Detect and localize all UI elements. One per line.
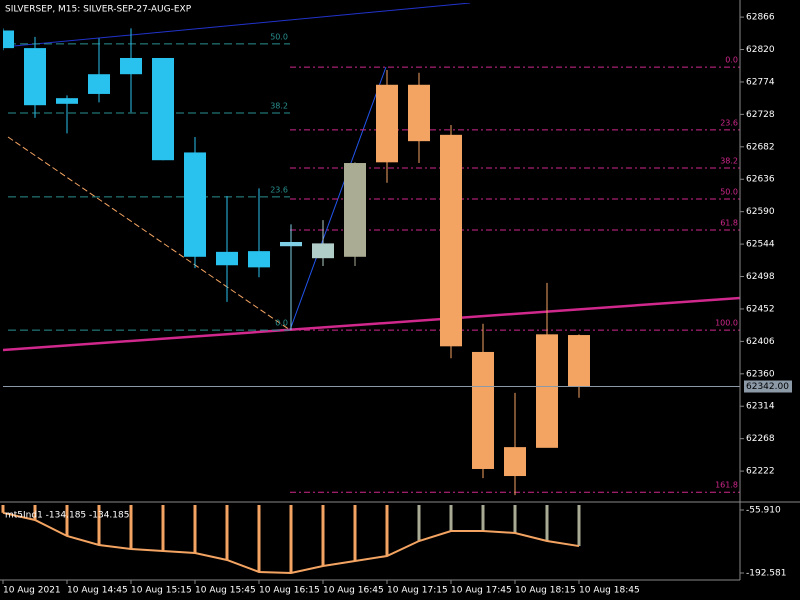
- y-tick-label: -55.910: [746, 505, 781, 515]
- fib-label: 50.0: [720, 187, 738, 196]
- y-tick-label: 62498: [746, 272, 775, 282]
- fib-label: 23.6: [720, 118, 738, 127]
- histogram-bar: [577, 505, 581, 547]
- histogram-bar: [353, 505, 357, 562]
- trend-line: [7, 136, 291, 331]
- fib-label: 161.8: [715, 481, 738, 490]
- y-tick-label: 62222: [746, 467, 775, 477]
- y-tick-label: 62866: [746, 13, 775, 23]
- histogram-bar: [257, 505, 261, 572]
- fib-label: 0.0: [275, 319, 288, 328]
- x-tick-label: 10 Aug 18:15: [515, 586, 576, 596]
- y-tick-label: 62636: [746, 175, 775, 185]
- fib-label: 38.2: [720, 156, 738, 165]
- fib-label: 23.6: [270, 185, 288, 194]
- histogram-bar: [481, 505, 485, 531]
- x-tick-label: 10 Aug 17:15: [387, 586, 448, 596]
- y-tick-label: 62682: [746, 142, 775, 152]
- chart-title: SILVERSEP, M15: SILVER-SEP-27-AUG-EXP: [5, 5, 192, 15]
- histogram-bar: [33, 505, 37, 520]
- x-tick-label: 10 Aug 15:45: [195, 586, 256, 596]
- fib-label: 0.0: [725, 56, 738, 65]
- histogram-bar: [129, 505, 133, 549]
- x-tick-label: 10 Aug 17:45: [451, 586, 512, 596]
- drawings: [3, 3, 740, 352]
- candle-body: [120, 57, 142, 75]
- x-tick-label: 10 Aug 16:45: [323, 586, 384, 596]
- candle-body: [184, 152, 206, 257]
- histogram-bar: [545, 505, 549, 542]
- y-tick-label: 62544: [746, 240, 775, 250]
- fib-label: 50.0: [270, 32, 288, 41]
- y-tick-label: 62268: [746, 434, 775, 444]
- candle-body: [312, 243, 334, 259]
- candle-body: [344, 163, 366, 257]
- fib-label: 38.2: [270, 101, 288, 110]
- histogram-bar: [321, 505, 325, 566]
- candle-body: [504, 447, 526, 477]
- candle-body: [24, 48, 46, 106]
- candle-body: [536, 334, 558, 448]
- candle-body: [3, 30, 14, 49]
- candle-body: [56, 98, 78, 104]
- y-tick-label: 62728: [746, 110, 775, 120]
- plot-area: [3, 28, 740, 496]
- x-tick-label: 10 Aug 15:15: [131, 586, 192, 596]
- y-tick-label: 62820: [746, 45, 775, 55]
- histogram-bar: [225, 505, 229, 560]
- candle-body: [88, 74, 110, 94]
- candle-body: [248, 251, 270, 268]
- candle-body: [408, 84, 430, 142]
- x-tick-label: 10 Aug 2021: [3, 586, 61, 596]
- last-price-label: 62342.00: [746, 382, 789, 392]
- fib-label: 61.8: [720, 218, 738, 227]
- y-tick-label: 62774: [746, 77, 775, 87]
- y-tick-label: -192.581: [746, 568, 786, 578]
- histogram-bar: [193, 505, 197, 553]
- fib-label: 100.0: [715, 319, 738, 328]
- histogram-bar: [417, 505, 421, 542]
- candle-body: [568, 335, 590, 387]
- last-price-box: [744, 380, 792, 393]
- trend-line: [3, 3, 471, 48]
- y-tick-label: 62360: [746, 369, 775, 379]
- candle-body: [280, 241, 302, 247]
- trend-line: [3, 296, 740, 352]
- indicator-label: mt5Ind1 -134.185 -134.185: [5, 511, 129, 521]
- candle-body: [152, 57, 174, 161]
- histogram-bar: [97, 505, 101, 545]
- candle-body: [440, 134, 462, 347]
- histogram-bar: [161, 505, 165, 552]
- candle-body: [216, 251, 238, 266]
- histogram-bar: [449, 505, 453, 531]
- x-tick-label: 10 Aug 18:45: [579, 586, 640, 596]
- histogram-bar: [289, 505, 293, 573]
- indicator-line: [2, 511, 580, 574]
- histogram-bar: [1, 505, 5, 513]
- candle-body: [472, 351, 494, 469]
- y-tick-label: 62406: [746, 337, 775, 347]
- y-tick-label: 62314: [746, 402, 775, 412]
- histogram-bar: [385, 505, 389, 556]
- histogram-bar: [65, 505, 69, 536]
- chart-layer: 62866 62820 62774 62728 62682 62636 62590 62544…: [1, 13, 792, 596]
- y-tick-label: 62452: [746, 304, 775, 314]
- y-tick-label: 62590: [746, 207, 775, 217]
- x-tick-label: 10 Aug 16:15: [259, 586, 320, 596]
- candle-body: [376, 84, 398, 163]
- x-tick-label: 10 Aug 14:45: [67, 586, 128, 596]
- histogram-bar: [513, 505, 517, 533]
